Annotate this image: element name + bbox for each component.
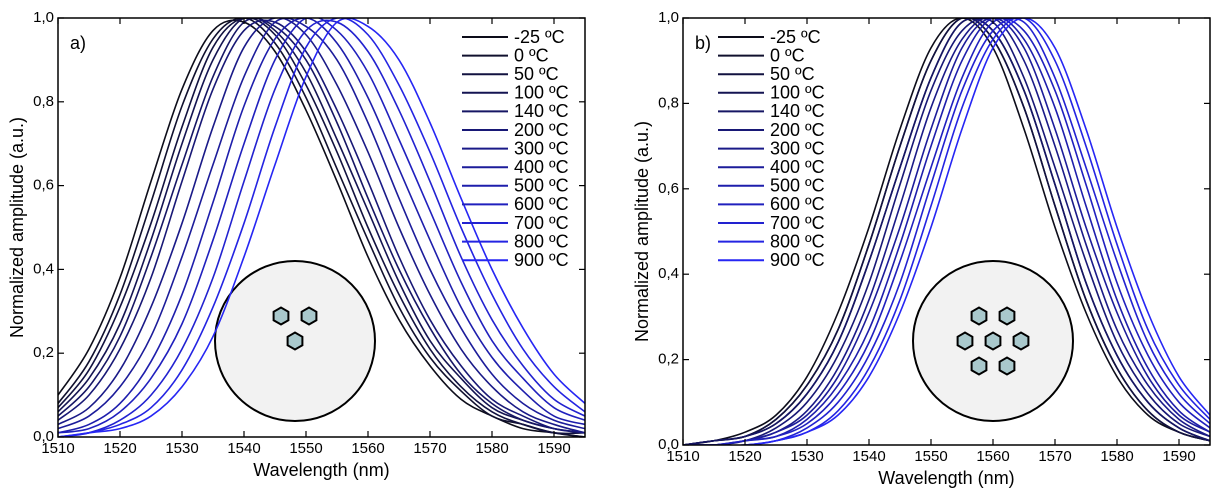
legend-label: -25 ºC xyxy=(514,27,565,47)
y-tick-label: 0,0 xyxy=(658,436,679,453)
y-tick-label: 0,4 xyxy=(658,265,679,282)
legend-label: 700 ºC xyxy=(514,213,569,233)
legend-label: 700 ºC xyxy=(770,213,825,233)
legend-label: 400 ºC xyxy=(514,157,569,177)
air-hole xyxy=(970,306,988,326)
spectrum-line xyxy=(683,18,1210,445)
legend-label: 800 ºC xyxy=(770,231,825,251)
x-tick-label: 1580 xyxy=(475,440,508,457)
legend-label: 0 ºC xyxy=(514,45,549,65)
legend-label: 900 ºC xyxy=(770,250,825,270)
y-axis-label: Normalized amplitude (a.u.) xyxy=(632,121,652,342)
y-tick-label: 1,0 xyxy=(658,9,679,26)
spectrum-line xyxy=(58,18,585,435)
y-tick-label: 0,2 xyxy=(33,344,54,361)
spectrum-line xyxy=(683,18,1210,445)
legend-label: 50 ºC xyxy=(514,64,559,84)
x-axis-label: Wavelength (nm) xyxy=(253,460,389,480)
spectrum-line xyxy=(58,18,585,437)
legend-label: 300 ºC xyxy=(514,138,569,158)
spectrum-line xyxy=(58,18,585,437)
air-hole xyxy=(998,306,1016,326)
plot-frame xyxy=(57,17,586,438)
legend-label: 600 ºC xyxy=(770,194,825,214)
plot-lines xyxy=(683,18,1210,445)
legend-label: 100 ºC xyxy=(770,83,825,103)
legend-label: 400 ºC xyxy=(770,157,825,177)
legend-label: 140 ºC xyxy=(514,101,569,121)
air-hole xyxy=(984,331,1002,351)
air-hole xyxy=(272,306,290,326)
x-tick-label: 1560 xyxy=(976,448,1009,465)
panel-label: a) xyxy=(70,33,86,53)
x-tick-label: 1570 xyxy=(413,440,446,457)
spectrum-line xyxy=(683,18,1210,445)
x-tick-label: 1520 xyxy=(103,440,136,457)
x-tick-label: 1540 xyxy=(227,440,260,457)
spectrum-line xyxy=(58,18,585,434)
spectrum-line xyxy=(683,18,1210,445)
legend-label: 50 ºC xyxy=(770,64,815,84)
x-axis-label: Wavelength (nm) xyxy=(878,468,1014,488)
spectrum-line xyxy=(683,18,1210,445)
legend-label: 140 ºC xyxy=(770,101,825,121)
spectrum-line xyxy=(58,18,585,437)
air-hole xyxy=(300,306,318,326)
y-tick-label: 0,6 xyxy=(658,180,679,197)
spectrum-line xyxy=(58,18,585,434)
x-tick-label: 1520 xyxy=(728,448,761,465)
legend-label: 800 ºC xyxy=(514,231,569,251)
y-tick-label: 0,6 xyxy=(33,177,54,194)
y-tick-label: 1,0 xyxy=(33,9,54,26)
y-tick-label: 0,4 xyxy=(33,260,54,277)
x-tick-label: 1530 xyxy=(165,440,198,457)
spectrum-line xyxy=(683,18,1210,445)
spectrum-line xyxy=(58,18,585,430)
x-tick-label: 1590 xyxy=(537,440,570,457)
x-tick-label: 1570 xyxy=(1038,448,1071,465)
y-tick-label: 0,8 xyxy=(658,94,679,111)
spectrum-line xyxy=(58,18,585,434)
y-tick-label: 0,0 xyxy=(33,428,54,445)
legend-label: 900 ºC xyxy=(514,250,569,270)
x-tick-label: 1530 xyxy=(790,448,823,465)
legend-label: 500 ºC xyxy=(514,176,569,196)
legend-label: 300 ºC xyxy=(770,138,825,158)
legend-label: 200 ºC xyxy=(770,120,825,140)
air-hole xyxy=(1012,331,1030,351)
spectrum-line xyxy=(683,18,1210,445)
legend-label: 0 ºC xyxy=(770,45,805,65)
plot-frame xyxy=(682,17,1211,446)
x-tick-label: 1550 xyxy=(914,448,947,465)
x-tick-label: 1580 xyxy=(1100,448,1133,465)
air-hole xyxy=(956,331,974,351)
spectrum-line xyxy=(58,19,585,434)
x-tick-label: 1590 xyxy=(1162,448,1195,465)
legend-label: 600 ºC xyxy=(514,194,569,214)
plot-lines xyxy=(58,18,585,437)
y-tick-label: 0,8 xyxy=(33,93,54,110)
x-tick-label: 1510 xyxy=(666,448,699,465)
x-tick-label: 1540 xyxy=(852,448,885,465)
legend-label: 200 ºC xyxy=(514,120,569,140)
legend-label: -25 ºC xyxy=(770,27,821,47)
panel-label: b) xyxy=(695,33,711,53)
y-tick-label: 0,2 xyxy=(658,351,679,368)
y-axis-label: Normalized amplitude (a.u.) xyxy=(7,117,27,338)
spectrum-line xyxy=(58,19,585,437)
x-tick-label: 1550 xyxy=(289,440,322,457)
spectrum-line xyxy=(58,18,585,434)
x-tick-label: 1510 xyxy=(41,440,74,457)
air-hole xyxy=(998,356,1016,376)
air-hole xyxy=(970,356,988,376)
legend-label: 100 ºC xyxy=(514,83,569,103)
legend-label: 500 ºC xyxy=(770,176,825,196)
spectrum-line xyxy=(58,18,585,434)
air-hole xyxy=(286,331,304,351)
x-tick-label: 1560 xyxy=(351,440,384,457)
